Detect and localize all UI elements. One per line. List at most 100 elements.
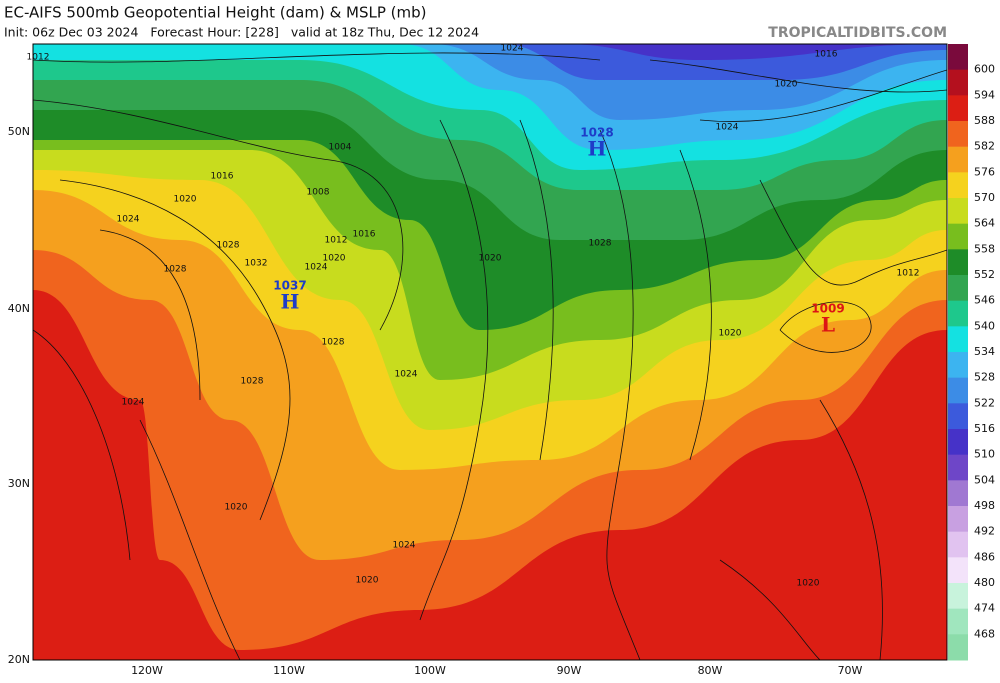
colorbar-label: 516: [974, 422, 995, 435]
colorbar-swatch: [948, 198, 968, 225]
isobar-label: 1024: [305, 263, 328, 273]
colorbar-label: 582: [974, 140, 995, 153]
colorbar-swatch: [948, 172, 968, 199]
isobar-label: 1008: [307, 188, 330, 198]
colorbar-label: 558: [974, 242, 995, 255]
colorbar-swatch: [948, 326, 968, 353]
colorbar-label: 546: [974, 294, 995, 307]
colorbar-label: 594: [974, 88, 995, 101]
colorbar-swatch: [948, 634, 968, 661]
center-pressure: 1009: [811, 302, 844, 316]
title: EC-AIFS 500mb Geopotential Height (dam) …: [4, 4, 427, 22]
isobar-label: 1020: [323, 254, 346, 264]
colorbar-label: 474: [974, 602, 995, 615]
longitude-label: 100W: [414, 664, 446, 677]
isobar-label: 1020: [225, 503, 248, 513]
isobar-label: 1020: [719, 329, 742, 339]
center-symbol: L: [821, 313, 835, 337]
colorbar-label: 540: [974, 319, 995, 332]
isobar-label: 1024: [117, 215, 140, 225]
isobar-label: 1028: [241, 377, 264, 387]
colorbar-swatch: [948, 300, 968, 327]
colorbar-swatch: [948, 275, 968, 302]
isobar-label: 1024: [501, 44, 524, 54]
colorbar-swatch: [948, 352, 968, 379]
isobar-label: 1020: [174, 195, 197, 205]
colorbar-swatch: [948, 531, 968, 558]
isobar-label: 1012: [897, 269, 920, 279]
isobar-label: 1016: [815, 50, 838, 60]
colorbar-swatch: [948, 44, 968, 71]
colorbar-swatch: [948, 146, 968, 173]
isobar-label: 1028: [589, 239, 612, 249]
longitude-label: 90W: [557, 664, 582, 677]
height-field: [33, 44, 947, 660]
colorbar-label: 504: [974, 473, 995, 486]
colorbar-label: 480: [974, 576, 995, 589]
colorbar-swatch: [948, 557, 968, 584]
colorbar-label: 498: [974, 499, 995, 512]
isobar-label: 1016: [211, 172, 234, 182]
colorbar-label: 588: [974, 114, 995, 127]
colorbar-swatch: [948, 506, 968, 533]
longitude-label: 110W: [273, 664, 305, 677]
longitude-label: 80W: [698, 664, 723, 677]
subtitle: Init: 06z Dec 03 2024 Forecast Hour: [22…: [4, 25, 479, 40]
height-band: [560, 44, 947, 60]
latitude-label: 40N: [8, 302, 30, 315]
colorbar-swatch: [948, 95, 968, 122]
longitude-label: 70W: [838, 664, 863, 677]
colorbar: 600 594 588 582 576 570 564 558 552 546 540 534 528 5…: [948, 44, 995, 661]
center-pressure: 1037: [273, 279, 306, 293]
isobars: [33, 52, 947, 660]
isobar-label: 1024: [122, 398, 145, 408]
latitude-label: 30N: [8, 477, 30, 490]
isobar-label: 1020: [356, 576, 379, 586]
colorbar-swatch: [948, 480, 968, 507]
colorbar-label: 522: [974, 396, 995, 409]
longitude-label: 120W: [131, 664, 163, 677]
colorbar-swatch: [948, 121, 968, 148]
colorbar-swatch: [948, 249, 968, 276]
isobar-label: 1004: [329, 143, 352, 153]
colorbar-label: 468: [974, 627, 995, 640]
colorbar-label: 492: [974, 525, 995, 538]
map-frame: [32, 43, 948, 661]
height-band: [500, 44, 947, 81]
colorbar-label: 600: [974, 63, 995, 76]
center-symbol: H: [588, 137, 607, 161]
colorbar-swatch: [948, 403, 968, 430]
latitude-label: 20N: [8, 653, 30, 666]
colorbar-swatch: [948, 69, 968, 96]
colorbar-label: 552: [974, 268, 995, 281]
site-name: TROPICALTIDBITS.COM: [768, 25, 947, 41]
colorbar-label: 534: [974, 345, 995, 358]
isobar-label: 1028: [164, 265, 187, 275]
colorbar-swatch: [948, 608, 968, 635]
colorbar-label: 528: [974, 371, 995, 384]
isobar-label: 1028: [217, 241, 240, 251]
isobar-label: 1028: [322, 338, 345, 348]
isobar-label: 1020: [797, 579, 820, 589]
colorbar-swatch: [948, 429, 968, 456]
isobar-label: 1024: [716, 123, 739, 133]
colorbar-swatch: [948, 454, 968, 481]
latitude-label: 50N: [8, 125, 30, 138]
isobar-label: 1020: [775, 80, 798, 90]
isobar-label: 1012: [27, 53, 50, 63]
colorbar-label: 564: [974, 217, 995, 230]
center-symbol: H: [281, 290, 300, 314]
isobar-label: 1032: [245, 259, 268, 269]
colorbar-swatch: [948, 223, 968, 250]
colorbar-label: 510: [974, 448, 995, 461]
colorbar-swatch: [948, 583, 968, 610]
isobar-label: 1024: [393, 541, 416, 551]
center-pressure: 1028: [580, 126, 613, 140]
colorbar-label: 486: [974, 550, 995, 563]
colorbar-label: 576: [974, 165, 995, 178]
isobar-label: 1016: [353, 230, 376, 240]
isobar-label: 1020: [479, 254, 502, 264]
isobar-label: 1012: [325, 236, 348, 246]
